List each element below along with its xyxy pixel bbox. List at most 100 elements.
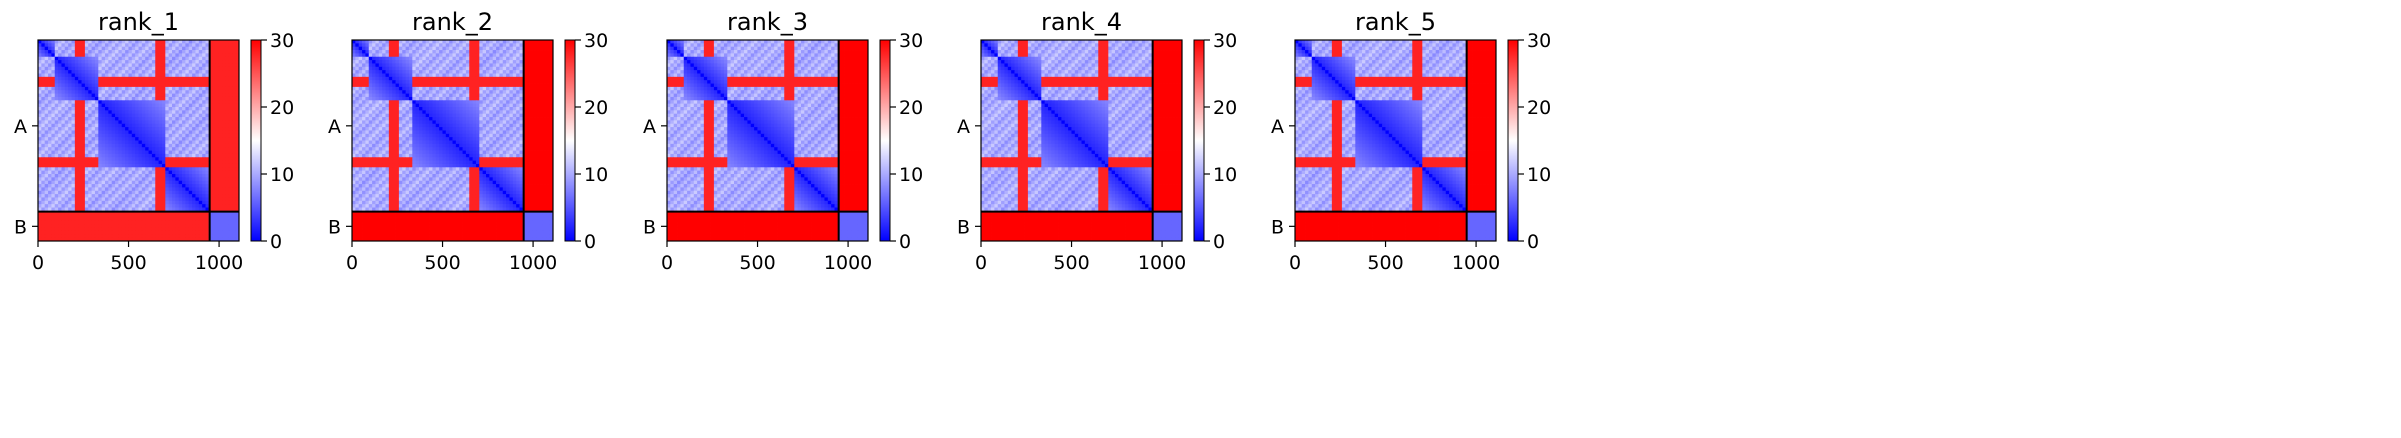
heatmap-cell xyxy=(151,96,156,101)
heatmap-cell xyxy=(188,103,193,108)
heatmap-cell xyxy=(51,197,56,202)
heatmap-cell xyxy=(452,73,457,78)
heatmap-cell xyxy=(54,127,59,131)
heatmap-cell xyxy=(108,194,113,198)
heatmap-cell xyxy=(526,100,530,105)
heatmap-cell xyxy=(128,110,133,115)
heatmap-cell xyxy=(442,113,447,118)
heatmap-cell xyxy=(88,227,92,232)
heatmap-cell xyxy=(68,234,72,239)
heatmap-cell xyxy=(108,163,113,168)
heatmap-cell xyxy=(81,227,86,232)
heatmap-cell xyxy=(235,86,240,91)
heatmap-cell xyxy=(549,70,554,74)
heatmap-cell xyxy=(115,107,119,111)
heatmap-cell xyxy=(88,53,92,58)
heatmap-cell xyxy=(145,103,149,108)
heatmap-cell xyxy=(539,53,544,58)
heatmap-cell xyxy=(392,46,396,51)
heatmap-cell xyxy=(408,43,413,48)
heatmap-cell xyxy=(131,197,136,202)
heatmap-cell xyxy=(185,234,190,239)
heatmap-cell xyxy=(472,100,477,105)
heatmap-cell xyxy=(178,174,183,178)
heatmap-cell xyxy=(205,46,210,51)
heatmap-cell xyxy=(118,174,123,178)
heatmap-cell xyxy=(135,187,139,192)
heatmap-cell xyxy=(208,220,213,225)
heatmap-cell xyxy=(111,227,116,232)
heatmap-cell xyxy=(479,86,484,91)
heatmap-cell xyxy=(74,93,79,98)
heatmap-cell xyxy=(395,113,400,118)
heatmap-cell xyxy=(172,70,176,74)
heatmap-cell xyxy=(74,73,79,78)
heatmap-cell xyxy=(218,230,223,235)
heatmap-cell xyxy=(198,130,203,135)
heatmap-cell xyxy=(452,96,457,101)
heatmap-cell xyxy=(365,86,370,91)
heatmap-cell xyxy=(482,110,487,115)
heatmap-cell xyxy=(479,100,484,105)
heatmap-cell xyxy=(101,117,106,121)
heatmap-cell xyxy=(549,53,554,58)
heatmap-cell xyxy=(151,170,156,175)
heatmap-cell xyxy=(445,83,450,88)
heatmap-cell xyxy=(148,46,153,51)
heatmap-cell xyxy=(469,60,473,64)
heatmap-cell xyxy=(382,63,386,68)
heatmap-cell xyxy=(61,50,66,54)
heatmap-cell xyxy=(365,53,370,58)
heatmap-cell xyxy=(385,103,390,108)
heatmap-cell xyxy=(88,210,92,215)
heatmap-cell xyxy=(74,170,79,175)
heatmap-cell xyxy=(405,86,410,91)
heatmap-cell xyxy=(378,103,383,108)
heatmap-cell xyxy=(141,187,146,192)
heatmap-cell xyxy=(44,103,49,108)
heatmap-cell xyxy=(222,227,226,232)
x-tick-label: 1000 xyxy=(195,252,243,274)
heatmap-cell xyxy=(402,107,406,111)
heatmap-cell xyxy=(151,86,156,91)
heatmap-cell xyxy=(398,113,403,118)
heatmap-cell xyxy=(135,224,139,228)
heatmap-cell xyxy=(232,217,237,222)
heatmap-cell xyxy=(74,40,79,44)
heatmap-cell xyxy=(482,63,487,68)
heatmap-cell xyxy=(232,210,237,215)
heatmap-cell xyxy=(88,83,92,88)
heatmap-cell xyxy=(64,163,69,168)
heatmap-cell xyxy=(439,96,443,101)
heatmap-cell xyxy=(98,207,103,212)
heatmap-cell xyxy=(91,73,96,78)
heatmap-cell xyxy=(111,170,116,175)
heatmap-cell xyxy=(128,70,133,74)
heatmap-cell xyxy=(182,174,186,178)
heatmap-cell xyxy=(502,96,507,101)
heatmap-cell xyxy=(192,227,196,232)
heatmap-cell xyxy=(125,174,129,178)
heatmap-cell xyxy=(84,70,89,74)
heatmap-cell xyxy=(415,63,420,68)
heatmap-cell xyxy=(91,214,96,218)
heatmap-cell xyxy=(88,60,92,64)
heatmap-cell xyxy=(419,80,423,84)
heatmap-cell xyxy=(218,153,223,158)
heatmap-cell xyxy=(228,157,233,161)
heatmap-cell xyxy=(526,53,530,58)
heatmap-cell xyxy=(158,120,163,125)
heatmap-cell xyxy=(402,60,406,64)
heatmap-cell xyxy=(121,220,126,225)
heatmap-cell xyxy=(71,174,76,178)
heatmap-cell xyxy=(41,60,46,64)
heatmap-cell xyxy=(185,174,190,178)
heatmap-cell xyxy=(98,100,103,105)
heatmap-cell xyxy=(202,204,206,208)
heatmap-cell xyxy=(175,147,180,151)
heatmap-cell xyxy=(41,163,46,168)
heatmap-cell xyxy=(148,43,153,48)
heatmap-cell xyxy=(108,53,113,58)
heatmap-cell xyxy=(492,73,497,78)
heatmap-cell xyxy=(74,197,79,202)
